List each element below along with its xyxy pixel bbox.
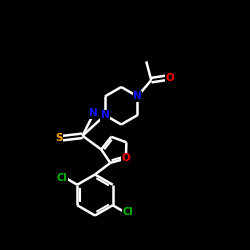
Text: Cl: Cl	[122, 207, 133, 217]
Text: N: N	[101, 110, 110, 120]
Text: S: S	[55, 133, 62, 143]
Text: N: N	[133, 92, 142, 102]
Text: Cl: Cl	[57, 173, 68, 183]
Text: O: O	[166, 73, 174, 83]
Text: O: O	[122, 154, 130, 164]
Text: N: N	[90, 108, 98, 118]
